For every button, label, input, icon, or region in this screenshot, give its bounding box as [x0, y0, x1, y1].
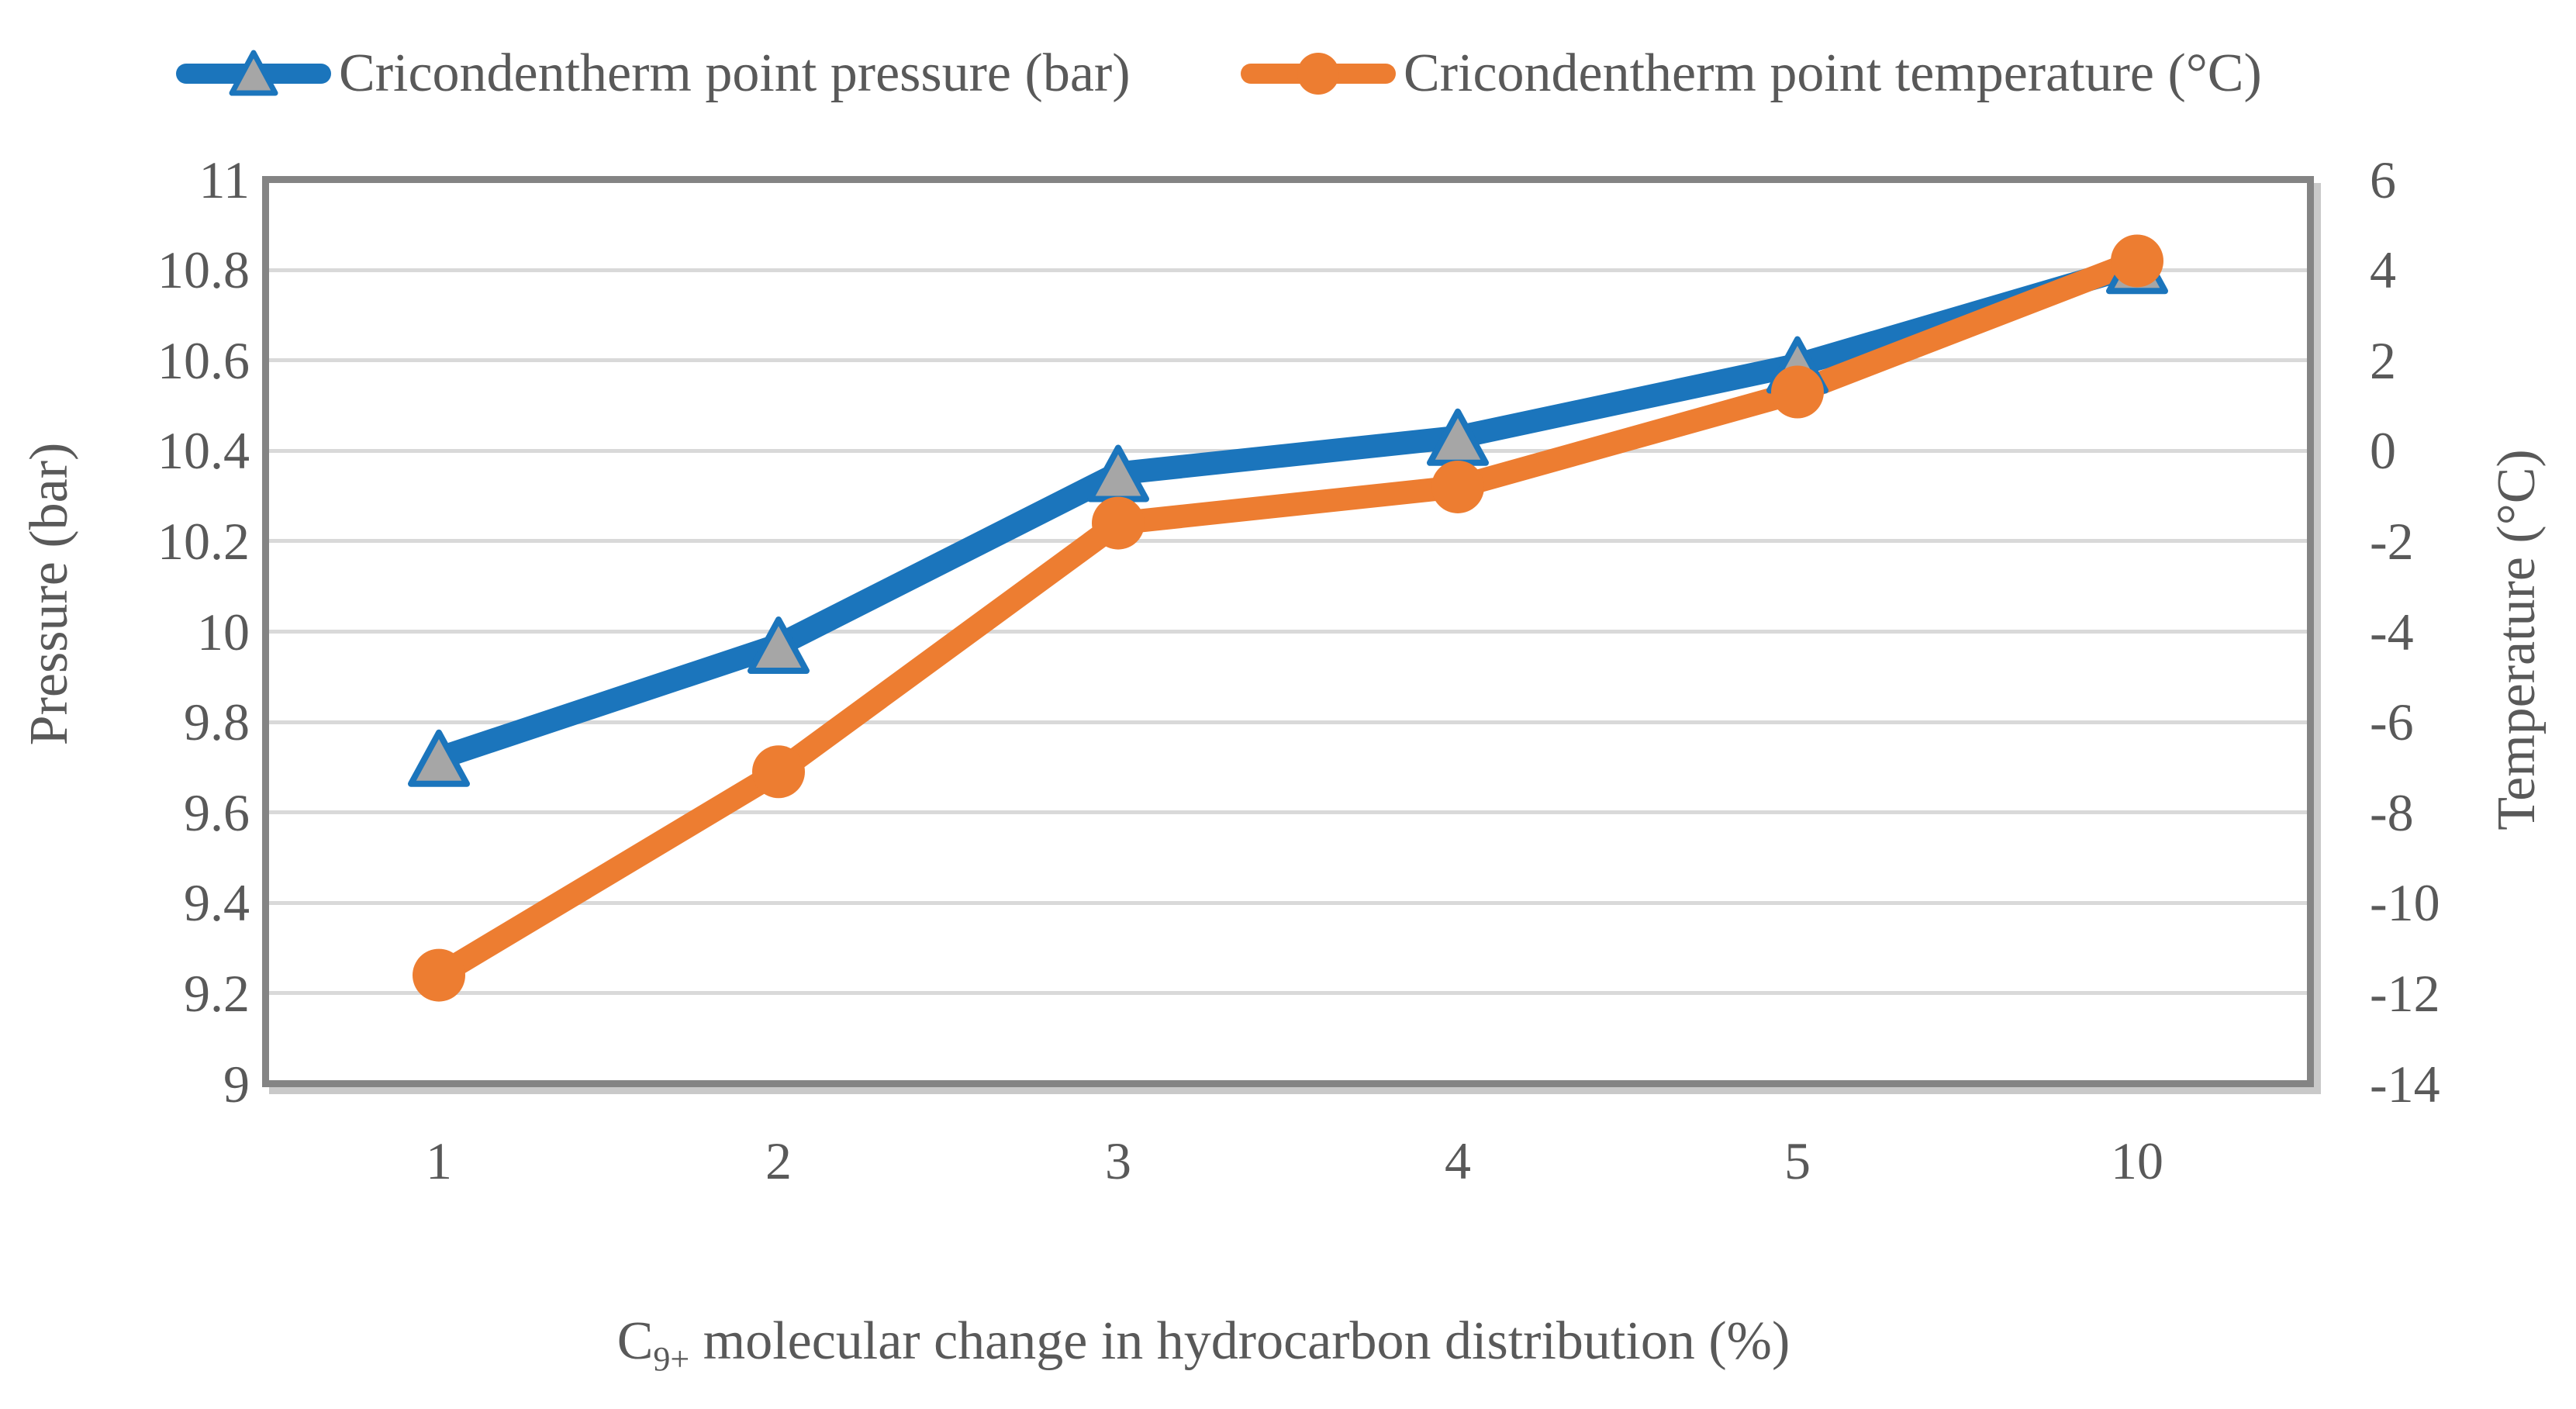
- right-axis-tick-label: -10: [2370, 873, 2440, 933]
- left-axis-tick-label: 9.2: [184, 963, 250, 1023]
- left-axis-tick-label: 11: [199, 150, 250, 209]
- left-axis-tick-label: 10.8: [157, 240, 250, 300]
- left-axis-tick-label: 10.4: [157, 421, 250, 481]
- gridline: [269, 991, 2307, 996]
- right-axis-tick-label: -6: [2370, 692, 2414, 752]
- x-axis-tick-label: 4: [1445, 1131, 1471, 1190]
- x-axis-tick-label: 10: [2111, 1131, 2163, 1190]
- gridline: [269, 358, 2307, 363]
- legend-temperature-line-marker-icon: [1241, 47, 1396, 101]
- gridline: [269, 720, 2307, 724]
- right-axis-tick-label: 2: [2370, 330, 2396, 390]
- x-axis-tick-label: 2: [765, 1131, 792, 1190]
- right-axis-tick-label: -4: [2370, 602, 2414, 661]
- right-axis-tick-label: 6: [2370, 150, 2396, 209]
- left-axis-tick-label: 9.8: [184, 692, 250, 752]
- gridline: [269, 900, 2307, 905]
- right-axis-tick-label: -14: [2370, 1054, 2440, 1114]
- data-point-circle-marker: [2111, 234, 2163, 288]
- data-point-circle-marker: [752, 745, 805, 799]
- data-point-circle-marker: [413, 948, 465, 1002]
- left-axis-tick-label: 9: [223, 1054, 250, 1114]
- series-layer: [408, 234, 2168, 1002]
- data-point-triangle-marker: [748, 616, 810, 674]
- right-axis-tick-label: 0: [2370, 421, 2396, 481]
- gridline: [269, 268, 2307, 272]
- x-axis-title-subscript: 9+: [653, 1340, 690, 1378]
- gridline: [269, 810, 2307, 815]
- x-axis-title-rest: molecular change in hydrocarbon distribu…: [689, 1311, 1790, 1371]
- left-axis-tick-label: 10.2: [157, 511, 250, 571]
- left-axis-tick-label: 10: [197, 602, 250, 661]
- right-axis-tick-label: -8: [2370, 782, 2414, 842]
- left-axis-tick-label: 9.4: [184, 873, 250, 933]
- right-axis-tick-label: -2: [2370, 511, 2414, 571]
- legend-pressure-line-marker-icon: [176, 47, 331, 101]
- left-axis-tick-label: 10.6: [157, 330, 250, 390]
- data-point-triangle-marker: [408, 729, 470, 787]
- series-line-pressure: [427, 254, 2149, 770]
- plot-area: [262, 176, 2314, 1087]
- data-point-circle-marker: [1092, 496, 1145, 550]
- gridline: [269, 539, 2307, 544]
- data-point-circle-marker: [1431, 460, 1484, 513]
- left-axis-tick-label: 9.6: [184, 782, 250, 842]
- legend-label-pressure: Cricondentherm point pressure (bar): [339, 43, 1131, 103]
- x-axis-tick-label: 5: [1784, 1131, 1811, 1190]
- left-axis-title: Pressure (bar): [19, 442, 79, 746]
- x-axis-tick-label: 1: [426, 1131, 452, 1190]
- right-axis-tick-label: 4: [2370, 240, 2396, 300]
- right-axis-tick-label: -12: [2370, 963, 2440, 1023]
- data-point-circle-marker: [1771, 365, 1824, 419]
- x-axis-title-prefix: C: [616, 1311, 654, 1371]
- legend-triangle-icon: [229, 50, 278, 96]
- legend-circle-icon: [1297, 53, 1339, 95]
- x-axis-tick-label: 3: [1105, 1131, 1131, 1190]
- right-axis-title: Temperature (°C): [2487, 449, 2547, 831]
- gridline: [269, 630, 2307, 634]
- x-axis-title: C9+ molecular change in hydrocarbon dist…: [273, 1311, 2134, 1376]
- legend-label-temperature: Cricondentherm point temperature (°C): [1404, 43, 2262, 103]
- series-line-temperature: [427, 249, 2149, 987]
